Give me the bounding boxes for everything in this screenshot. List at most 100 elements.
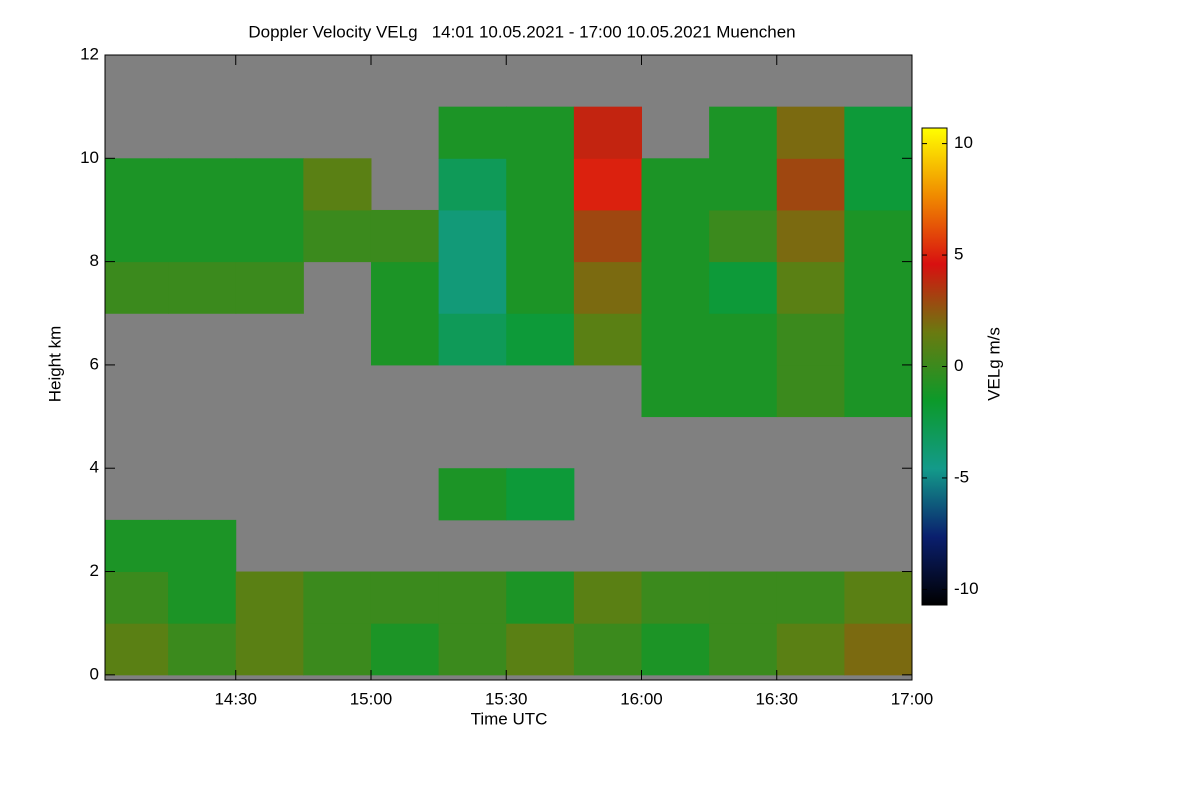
heatmap-cell (776, 261, 845, 314)
heatmap-cell (168, 519, 237, 573)
heatmap-cell (235, 623, 304, 676)
heatmap-cell (776, 623, 845, 676)
heatmap-cell (776, 158, 845, 211)
heatmap-cell (844, 571, 912, 624)
colorbar-tick-label: 10 (954, 133, 973, 152)
heatmap-cell (641, 623, 710, 676)
heatmap-cell (709, 364, 778, 418)
heatmap-cell (709, 313, 778, 366)
colorbar-tick-label: 0 (954, 356, 963, 375)
plot-frame (104, 54, 913, 681)
x-tick-label: 14:30 (214, 689, 257, 708)
heatmap-cell (303, 571, 372, 624)
heatmap-cell (370, 571, 440, 624)
heatmap-cell (641, 261, 710, 314)
heatmap-cell (303, 158, 372, 211)
x-tick-label: 16:00 (620, 689, 663, 708)
heatmap-cell (709, 158, 778, 211)
heatmap-cell (641, 364, 710, 418)
heatmap-cell (506, 468, 575, 521)
heatmap-cell (641, 571, 710, 624)
colorbar-tick-label: -10 (954, 579, 979, 598)
x-tick-label: 15:00 (350, 689, 393, 708)
heatmap-cell (105, 261, 169, 314)
x-tick-label: 16:30 (755, 689, 798, 708)
heatmap-cell (506, 106, 575, 159)
heatmap-cell (168, 623, 237, 676)
colorbar-tick-label: 5 (954, 245, 963, 264)
y-tick-label: 2 (90, 561, 99, 580)
heatmap-cell (105, 158, 169, 211)
heatmap-cell (235, 209, 304, 263)
heatmap-cell (844, 623, 912, 676)
heatmap-cell (438, 468, 507, 521)
heatmap-cell (573, 571, 642, 624)
heatmap-cell (105, 519, 169, 573)
heatmap-cell (573, 106, 642, 159)
heatmap-cell (303, 623, 372, 676)
heatmap-cell (844, 106, 912, 159)
heatmap-cell (709, 106, 778, 159)
heatmap-cell (438, 261, 507, 314)
heatmap-cell (573, 261, 642, 314)
colorbar-tick-label: -5 (954, 467, 969, 486)
y-tick-label: 6 (90, 354, 99, 373)
heatmap-cell (506, 158, 575, 211)
heatmap-cell (370, 313, 440, 366)
y-axis-label: Height km (45, 326, 64, 403)
heatmap-cell (506, 209, 575, 263)
heatmap-cell (168, 261, 237, 314)
y-tick-label: 8 (90, 251, 99, 270)
heatmap-cell (370, 261, 440, 314)
heatmap-cell (438, 623, 507, 676)
heatmap-cell (844, 364, 912, 418)
heatmap-cell (506, 261, 575, 314)
heatmap-cell (506, 313, 575, 366)
heatmap-cell (168, 571, 237, 624)
heatmap-cell (776, 313, 845, 366)
heatmap-cell (709, 209, 778, 263)
heatmap-cell (506, 571, 575, 624)
heatmap-cell (844, 209, 912, 263)
heatmap-cell (438, 209, 507, 263)
y-tick-label: 0 (90, 664, 99, 683)
heatmap-cell (235, 158, 304, 211)
heatmap-cell (438, 158, 507, 211)
y-tick-label: 10 (80, 148, 99, 167)
heatmap-cell (303, 209, 372, 263)
heatmap-cell (573, 623, 642, 676)
heatmap-cell (370, 209, 440, 263)
heatmap-cell (105, 571, 169, 624)
heatmap-cell (370, 623, 440, 676)
heatmap-cell (641, 158, 710, 211)
heatmap-cell (168, 158, 237, 211)
y-tick-label: 12 (80, 44, 99, 63)
heatmap-cells (105, 106, 912, 676)
heatmap-cell (844, 313, 912, 366)
x-tick-label: 17:00 (891, 689, 934, 708)
heatmap-cell (641, 313, 710, 366)
heatmap-cell (506, 623, 575, 676)
heatmap-cell (168, 209, 237, 263)
x-axis-label: Time UTC (471, 709, 548, 728)
heatmap-cell (709, 623, 778, 676)
heatmap-cell (776, 106, 845, 159)
heatmap-cell (776, 364, 845, 418)
heatmap-cell (438, 571, 507, 624)
chart-title: Doppler Velocity VELg 14:01 10.05.2021 -… (248, 22, 795, 41)
heatmap-cell (641, 209, 710, 263)
heatmap-cell (709, 571, 778, 624)
heatmap-cell (573, 158, 642, 211)
heatmap-cell (776, 571, 845, 624)
heatmap-cell (709, 261, 778, 314)
x-tick-label: 15:30 (485, 689, 528, 708)
heatmap-cell (573, 313, 642, 366)
heatmap-cell (235, 261, 304, 314)
heatmap-cell (438, 313, 507, 366)
heatmap-cell (844, 158, 912, 211)
heatmap-cell (438, 106, 507, 159)
heatmap-cell (105, 623, 169, 676)
colorbar-label: VELg m/s (984, 327, 1003, 401)
heatmap-cell (105, 209, 169, 263)
